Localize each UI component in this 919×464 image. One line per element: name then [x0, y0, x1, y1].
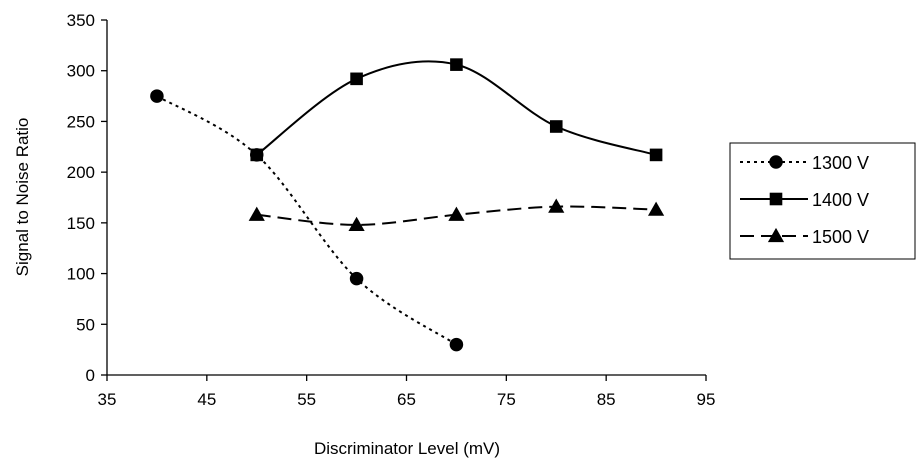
legend-item: 1300 V: [740, 153, 869, 173]
series-1400-v: [250, 58, 663, 162]
y-tick-label: 0: [86, 366, 95, 385]
data-point: [647, 201, 665, 216]
legend-item: 1400 V: [740, 190, 869, 210]
data-point: [448, 206, 465, 221]
series-line: [256, 60, 657, 156]
legend: 1300 V 1400 V 1500 V: [729, 142, 916, 260]
x-tick-label: 35: [98, 390, 117, 409]
x-tick-label: 65: [397, 390, 416, 409]
data-point: [349, 271, 364, 286]
y-axis-title: Signal to Noise Ratio: [13, 118, 32, 277]
legend-label: 1500 V: [812, 227, 869, 247]
legend-label: 1400 V: [812, 190, 869, 210]
legend-marker: [769, 155, 783, 169]
y-tick-label: 300: [67, 62, 95, 81]
x-tick-label: 45: [197, 390, 216, 409]
data-point: [548, 198, 565, 213]
legend-marker: [767, 227, 785, 243]
data-point: [450, 58, 463, 71]
x-axis-title: Discriminator Level (mV): [314, 439, 500, 458]
y-tick-label: 100: [67, 265, 95, 284]
data-point: [248, 206, 265, 221]
x-tick-labels: 35 45 55 65 75 85 95: [98, 375, 716, 409]
x-tick-label: 95: [697, 390, 716, 409]
data-point: [250, 148, 264, 162]
data-point: [549, 120, 563, 133]
series-layer: [150, 58, 665, 352]
x-tick-label: 55: [297, 390, 316, 409]
data-point: [348, 216, 365, 231]
y-tick-label: 150: [67, 214, 95, 233]
series-1500-v: [248, 198, 665, 231]
y-tick-label: 250: [67, 112, 95, 131]
legend-label: 1300 V: [812, 153, 869, 173]
y-tick-labels: 0 50 100 150 200 250 300 350: [67, 11, 107, 385]
legend-item: 1500 V: [740, 227, 869, 247]
legend-box: [729, 142, 916, 260]
axes: [106, 20, 706, 376]
data-point: [449, 337, 464, 352]
y-tick-label: 50: [76, 315, 95, 334]
x-tick-label: 85: [597, 390, 616, 409]
x-tick-label: 75: [497, 390, 516, 409]
data-point: [150, 89, 164, 103]
legend-marker: [769, 192, 783, 206]
data-point: [350, 72, 363, 86]
y-tick-label: 200: [67, 163, 95, 182]
data-point: [649, 148, 663, 162]
y-tick-label: 350: [67, 11, 95, 30]
